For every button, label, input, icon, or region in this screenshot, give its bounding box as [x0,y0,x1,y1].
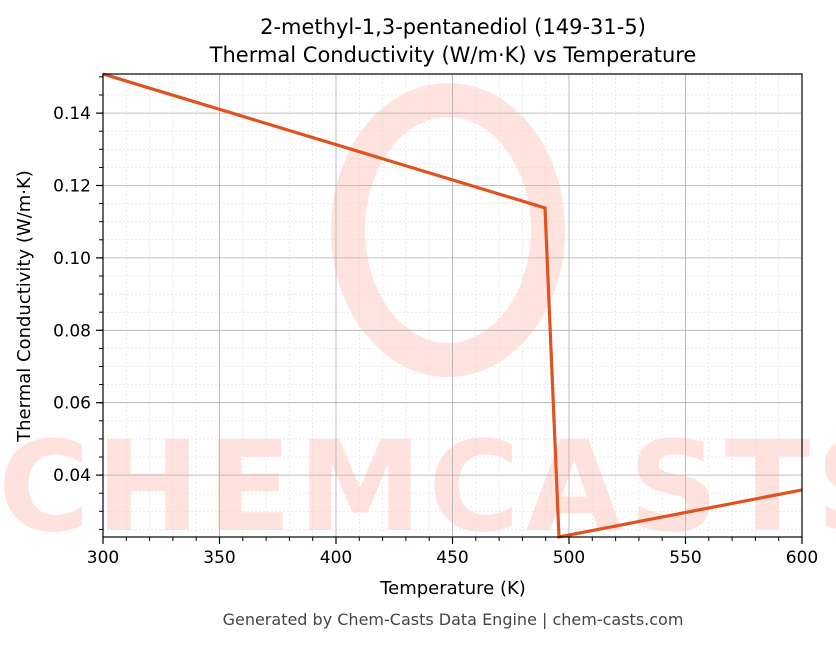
x-tick-label: 550 [669,548,701,568]
y-axis-label: Thermal Conductivity (W/m·K) [14,170,35,443]
svg-text:CHEMCASTS: CHEMCASTS [0,415,836,560]
y-tick-label: 0.12 [53,176,91,196]
series-line-thermal-conductivity [102,72,803,539]
x-tick-label: 350 [203,548,235,568]
y-tick-label: 0.14 [53,104,91,124]
y-tick-label: 0.08 [53,321,91,341]
x-tick-label: 600 [786,548,818,568]
x-tick-label: 300 [87,548,119,568]
x-tick-label: 500 [553,548,585,568]
x-tick-label: 450 [436,548,468,568]
y-tick-label: 0.04 [53,466,91,486]
y-tick-label: 0.10 [53,249,91,269]
x-tick-label: 400 [320,548,352,568]
x-axis-label: Temperature (K) [379,578,526,599]
y-tick-label: 0.06 [53,394,91,414]
chart-title: 2-methyl-1,3-pentanediol (149-31-5) [260,15,646,39]
footer-credit: Generated by Chem-Casts Data Engine | ch… [223,610,684,629]
chart-subtitle: Thermal Conductivity (W/m·K) vs Temperat… [209,43,697,67]
